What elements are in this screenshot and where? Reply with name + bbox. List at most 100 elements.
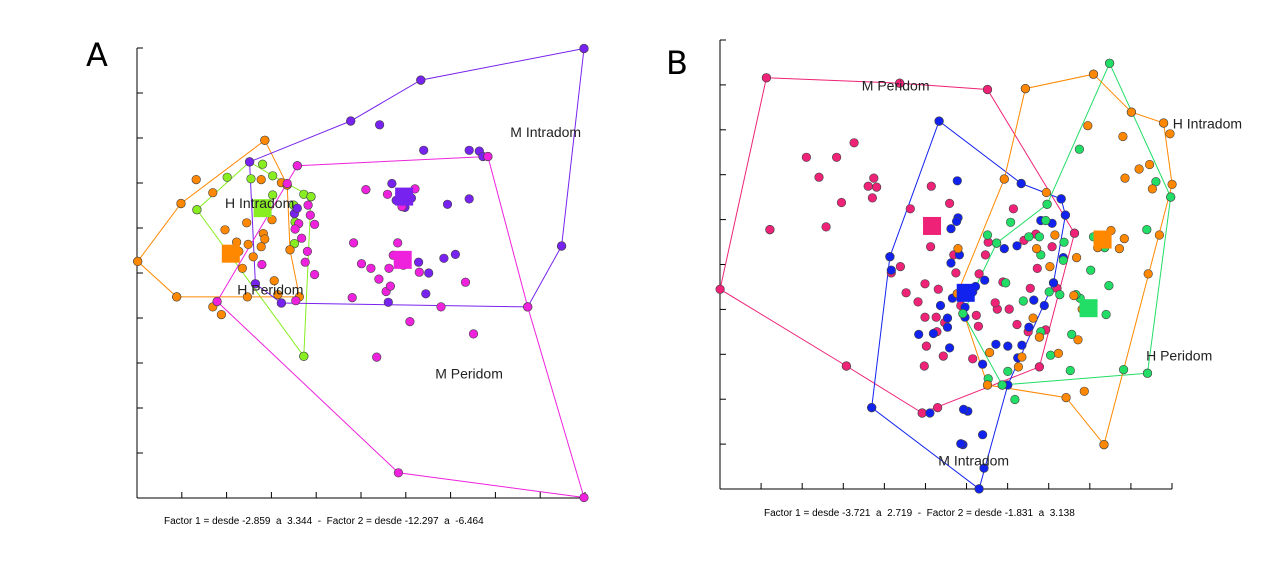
data-point: [761, 73, 771, 83]
scatter-plot-b: M Peridom M Intradom H Peridom H Intradom: [715, 39, 1242, 494]
data-point: [248, 252, 258, 262]
data-point: [841, 361, 851, 371]
data-point: [268, 190, 278, 200]
data-point: [1154, 230, 1165, 240]
group-centroid: [1093, 230, 1112, 249]
data-point: [361, 185, 371, 195]
data-point: [1142, 368, 1153, 378]
data-point: [245, 157, 255, 167]
data-point: [1118, 131, 1128, 142]
data-point: [242, 292, 252, 302]
data-point: [383, 297, 393, 307]
data-point: [990, 298, 1000, 308]
data-point: [1067, 329, 1077, 340]
group-label: H Peridom: [237, 282, 303, 298]
data-point: [1143, 269, 1153, 279]
group-label: H Intradom: [225, 195, 294, 211]
data-point: [356, 259, 367, 269]
data-point: [276, 298, 287, 308]
data-point: [268, 171, 278, 181]
data-point: [1024, 322, 1034, 332]
data-point: [414, 267, 424, 277]
data-point: [872, 182, 882, 192]
data-point: [973, 321, 984, 331]
data-point: [372, 352, 382, 362]
group-centroid: [253, 199, 272, 218]
data-point: [382, 189, 393, 199]
data-point: [366, 263, 376, 273]
data-point: [895, 78, 905, 88]
data-point: [292, 203, 302, 213]
data-point: [901, 288, 911, 298]
data-point: [176, 198, 186, 209]
data-point: [974, 269, 984, 279]
data-point: [556, 241, 567, 251]
data-point: [222, 172, 232, 182]
data-point: [1008, 204, 1019, 214]
data-point: [1055, 290, 1065, 300]
data-point: [1145, 159, 1155, 170]
group-centroid: [395, 187, 414, 206]
data-point: [836, 197, 847, 208]
data-point: [959, 404, 969, 415]
data-point: [1101, 309, 1111, 320]
data-point: [419, 145, 429, 155]
data-point: [133, 256, 143, 267]
data-point: [1018, 296, 1028, 306]
data-point: [952, 176, 962, 186]
group-label: M Intradom: [938, 452, 1009, 468]
data-point: [991, 339, 1001, 349]
data-point: [212, 296, 222, 307]
data-point: [1032, 263, 1042, 274]
data-point: [946, 224, 956, 234]
data-point: [1061, 393, 1071, 403]
data-point: [291, 296, 301, 306]
data-point: [1039, 300, 1049, 311]
data-point: [1034, 332, 1045, 342]
data-point: [978, 430, 988, 440]
data-point: [945, 198, 955, 208]
data-point: [1032, 244, 1042, 254]
data-point: [257, 259, 267, 270]
data-point: [979, 463, 989, 473]
data-point: [1147, 184, 1158, 194]
data-point: [1048, 278, 1059, 288]
data-point: [460, 277, 471, 287]
data-point: [1004, 304, 1014, 314]
data-point: [1012, 241, 1022, 251]
group-centroid: [393, 250, 412, 269]
data-point: [299, 351, 309, 361]
data-point: [934, 116, 944, 126]
data-point: [306, 192, 316, 202]
data-point: [579, 492, 589, 503]
scatter-plot-a: H Intradom H Peridom M Intradom M Peridom: [133, 43, 589, 503]
data-point: [942, 313, 953, 323]
data-point: [191, 175, 201, 185]
data-point: [931, 312, 941, 322]
data-point: [971, 310, 981, 321]
data-point: [917, 408, 927, 418]
data-point: [946, 258, 956, 268]
data-point: [1012, 319, 1022, 330]
group-centroid: [221, 244, 240, 263]
data-point: [310, 269, 320, 280]
data-point: [1142, 225, 1152, 235]
data-point: [192, 205, 202, 215]
data-point: [1059, 237, 1069, 247]
group-centroid: [1079, 299, 1098, 318]
data-point: [1072, 253, 1082, 263]
data-point: [1020, 83, 1031, 94]
data-point: [393, 238, 403, 248]
data-point: [867, 193, 877, 203]
data-point: [1119, 365, 1129, 375]
data-point: [1044, 287, 1054, 297]
panel-a: A H Intradom H Peridom M Intradom M Peridom…: [0, 0, 640, 588]
data-point: [1158, 118, 1169, 128]
data-point: [1079, 386, 1089, 396]
group-hull: [962, 62, 1172, 386]
data-point: [920, 312, 930, 322]
data-point: [282, 178, 292, 189]
data-point: [439, 253, 449, 263]
data-point: [1045, 262, 1055, 272]
data-point: [999, 174, 1009, 184]
